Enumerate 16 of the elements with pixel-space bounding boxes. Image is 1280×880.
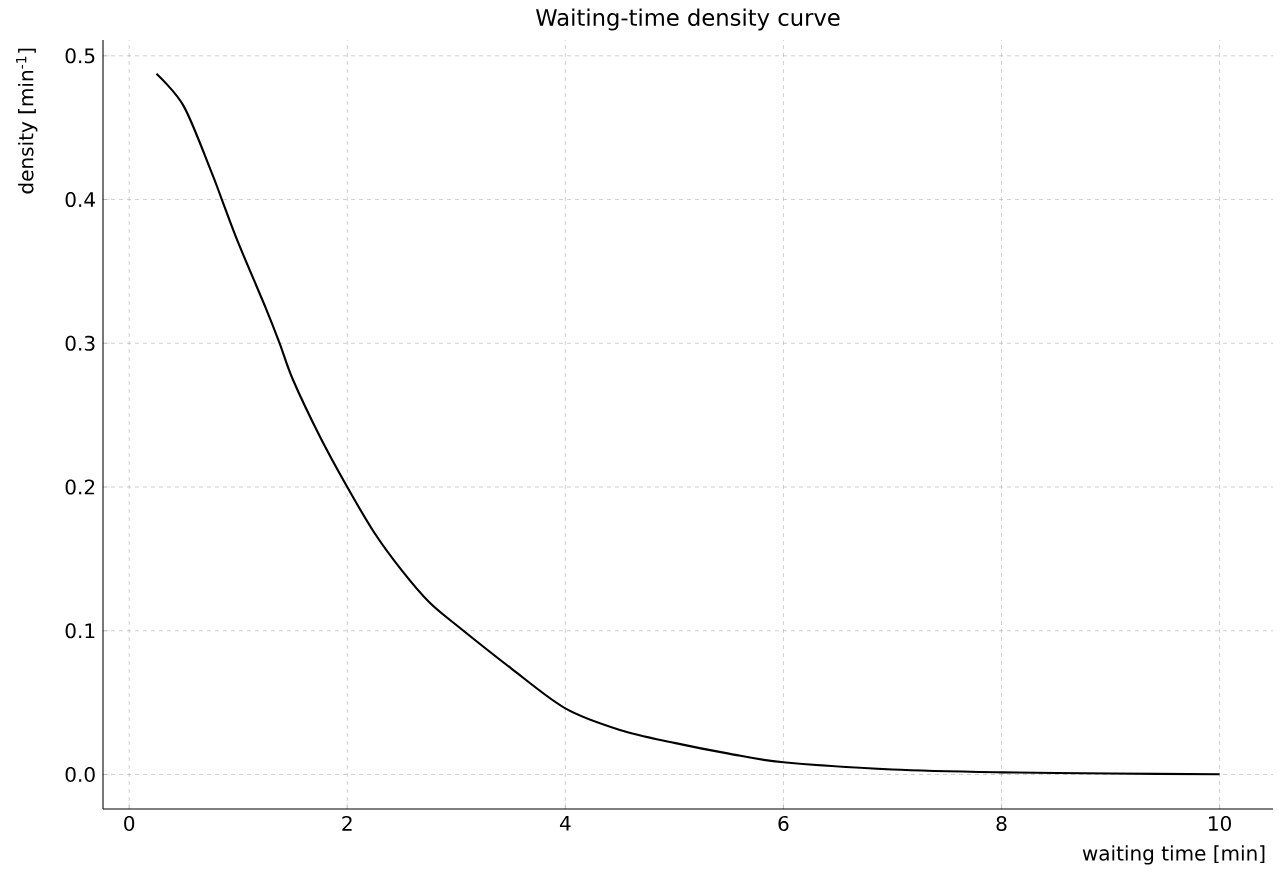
chart-title: Waiting-time density curve: [536, 8, 840, 31]
y-tick-label: 0.4: [65, 191, 95, 208]
y-tick-label: 0.5: [65, 48, 95, 64]
x-tick-label: 2: [342, 815, 352, 831]
x-tick-label: 6: [778, 815, 789, 832]
x-tick-label: 4: [559, 815, 571, 831]
y-tick-label: 0.1: [65, 623, 95, 639]
x-tick-label: 0: [124, 815, 135, 832]
x-tick-label: 8: [996, 815, 1007, 832]
y-tick-label: 0.0: [65, 766, 95, 783]
y-tick-label: 0.2: [65, 479, 95, 495]
x-tick-label: 10: [1209, 815, 1231, 832]
y-tick-label: 0.3: [65, 335, 95, 351]
y-axis-title: density [min$^{-1}$]: [16, 48, 38, 194]
line-series: [155, 72, 1221, 776]
x-axis-title: waiting time [min]: [1082, 845, 1265, 865]
